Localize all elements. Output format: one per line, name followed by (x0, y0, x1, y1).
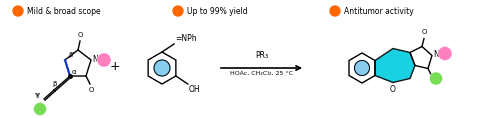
Text: =NPh: =NPh (175, 34, 197, 43)
Circle shape (438, 46, 452, 61)
Circle shape (97, 53, 111, 67)
Text: O: O (88, 87, 94, 93)
Circle shape (430, 72, 442, 85)
Text: α: α (72, 69, 76, 75)
Text: O: O (78, 32, 82, 38)
Circle shape (330, 6, 340, 16)
Text: N: N (433, 50, 438, 59)
Polygon shape (375, 48, 415, 82)
Circle shape (154, 60, 170, 76)
Text: O: O (390, 86, 396, 95)
Circle shape (34, 103, 46, 116)
Text: β': β' (68, 52, 74, 58)
Text: Up to 99% yield: Up to 99% yield (187, 6, 248, 15)
Text: O: O (422, 30, 426, 36)
Circle shape (173, 6, 183, 16)
Circle shape (354, 61, 370, 76)
Text: Antitumor activity: Antitumor activity (344, 6, 414, 15)
Text: O: O (430, 80, 436, 86)
Text: +: + (110, 59, 120, 72)
Text: Y: Y (34, 93, 38, 99)
Text: PR₃: PR₃ (255, 51, 268, 60)
Text: N: N (92, 55, 98, 65)
Text: β: β (52, 81, 56, 87)
Text: HOAc, CH₂Cl₂, 25 °C: HOAc, CH₂Cl₂, 25 °C (230, 71, 293, 76)
Text: OH: OH (189, 85, 200, 94)
Circle shape (13, 6, 23, 16)
Text: γ: γ (36, 92, 40, 98)
Text: Mild & broad scope: Mild & broad scope (27, 6, 101, 15)
